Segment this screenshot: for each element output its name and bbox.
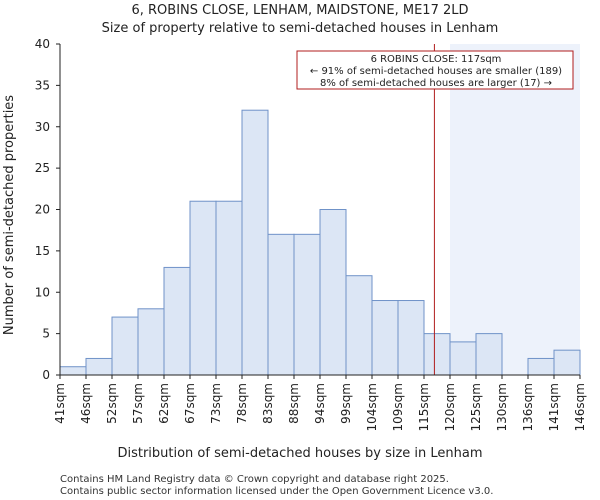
y-tick-label: 5	[42, 327, 50, 341]
x-tick-label: 141sqm	[547, 383, 561, 431]
bar-62sqm	[163, 266, 191, 376]
y-tick-label: 25	[35, 161, 50, 175]
x-tick-label: 120sqm	[443, 383, 457, 431]
annotation-frame	[296, 50, 574, 90]
bar-52sqm	[111, 316, 139, 376]
footer-line-2: Contains public sector information licen…	[60, 486, 493, 497]
annotation-line-3: 8% of semi-detached houses are larger (1…	[320, 78, 552, 89]
bar-141sqm	[553, 349, 581, 376]
y-tick-label: 30	[35, 120, 50, 134]
x-tick-label: 41sqm	[53, 383, 67, 424]
bar-41sqm	[59, 366, 87, 376]
bar-57sqm	[137, 308, 165, 376]
y-tick-label: 15	[35, 244, 50, 258]
bar-94sqm	[319, 209, 347, 376]
y-tick-label: 10	[35, 285, 50, 299]
annotation-box: 6 ROBINS CLOSE: 117sqm ← 91% of semi-det…	[296, 50, 574, 90]
bar-109sqm	[397, 300, 425, 376]
x-tick-label: 136sqm	[521, 383, 535, 431]
bar-78sqm	[241, 109, 269, 376]
chart-subtitle: Size of property relative to semi-detach…	[102, 21, 499, 36]
annotation-line-2: ← 91% of semi-detached houses are smalle…	[310, 66, 562, 77]
chart-title: 6, ROBINS CLOSE, LENHAM, MAIDSTONE, ME17…	[131, 3, 468, 18]
bar-125sqm	[475, 333, 503, 376]
annotation-line-1: 6 ROBINS CLOSE: 117sqm	[371, 54, 502, 65]
bar-120sqm	[449, 341, 477, 376]
x-tick-label: 73sqm	[209, 383, 223, 424]
y-axis-label: Number of semi-detached properties	[2, 95, 17, 335]
y-tick-label: 20	[35, 203, 50, 217]
x-tick-label: 83sqm	[261, 383, 275, 424]
bar-88sqm	[293, 233, 321, 376]
x-tick-label: 52sqm	[105, 383, 119, 424]
bar-115sqm	[423, 333, 451, 376]
footer-line-1: Contains HM Land Registry data © Crown c…	[60, 474, 449, 485]
x-tick-label: 57sqm	[131, 383, 145, 424]
x-ticks: 41sqm 46sqm 52sqm 57sqm 62sqm 67sqm 73sqm 78sqm…	[53, 375, 587, 431]
y-ticks: 0 5 10 15 20 25 30 35 40	[35, 37, 60, 382]
x-tick-label: 99sqm	[339, 383, 353, 424]
x-tick-label: 46sqm	[79, 383, 93, 424]
x-tick-label: 109sqm	[391, 383, 405, 431]
x-axis-label: Distribution of semi-detached houses by …	[117, 446, 482, 461]
x-tick-label: 130sqm	[495, 383, 509, 431]
bar-67sqm	[189, 200, 217, 376]
y-tick-label: 0	[42, 368, 50, 382]
bar-83sqm	[267, 233, 295, 376]
x-tick-label: 115sqm	[417, 383, 431, 431]
bar-73sqm	[215, 200, 243, 376]
y-tick-label: 35	[35, 78, 50, 92]
x-tick-label: 146sqm	[573, 383, 587, 431]
bars	[59, 109, 581, 376]
x-tick-label: 104sqm	[365, 383, 379, 431]
bar-104sqm	[371, 300, 399, 376]
y-tick-label: 40	[35, 37, 50, 51]
bar-136sqm	[527, 357, 555, 376]
x-tick-label: 94sqm	[313, 383, 327, 424]
x-tick-label: 125sqm	[469, 383, 483, 431]
x-tick-label: 88sqm	[287, 383, 301, 424]
x-tick-label: 67sqm	[183, 383, 197, 424]
highlight-region	[450, 44, 580, 375]
x-tick-label: 62sqm	[157, 383, 171, 424]
bar-46sqm	[85, 357, 113, 376]
x-tick-label: 78sqm	[235, 383, 249, 424]
bar-99sqm	[345, 275, 373, 376]
